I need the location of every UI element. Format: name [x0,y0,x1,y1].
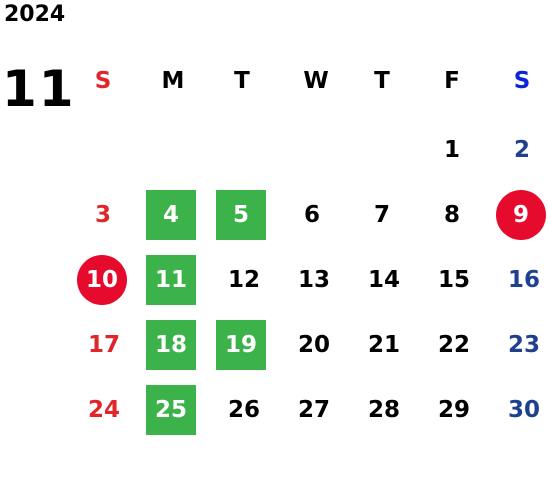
weekday-friday: F [444,68,460,94]
day-cell[interactable]: 21 [367,332,400,358]
day-cell[interactable]: 3 [94,202,111,228]
day-cell[interactable]: 24 [87,397,120,423]
day-cell[interactable]: 16 [507,267,540,293]
day-cell[interactable]: 22 [437,332,470,358]
day-cell[interactable]: 27 [297,397,330,423]
day-cell[interactable]: 23 [507,332,540,358]
day-cell-highlight-green[interactable]: 18 [146,320,196,370]
day-cell-highlight-red[interactable]: 9 [496,190,546,240]
day-cell[interactable]: 6 [303,202,320,228]
day-cell-highlight-red[interactable]: 10 [77,255,127,305]
day-cell[interactable]: 28 [367,397,400,423]
day-cell[interactable]: 30 [507,397,540,423]
day-cell[interactable]: 2 [513,137,530,163]
weekday-sunday: S [94,68,112,94]
weekday-tuesday: T [234,68,250,94]
day-cell[interactable]: 1 [443,137,460,163]
day-cell[interactable]: 15 [437,267,470,293]
day-cell[interactable]: 20 [297,332,330,358]
day-cell-highlight-green[interactable]: 5 [216,190,266,240]
day-cell[interactable]: 29 [437,397,470,423]
day-cell[interactable]: 8 [443,202,460,228]
weekday-monday: M [161,68,185,94]
day-cell-highlight-green[interactable]: 4 [146,190,196,240]
day-cell[interactable]: 12 [227,267,260,293]
day-cell-highlight-green[interactable]: 19 [216,320,266,370]
day-cell[interactable]: 26 [227,397,260,423]
day-cell-highlight-green[interactable]: 25 [146,385,196,435]
day-cell[interactable]: 17 [87,332,120,358]
day-cell[interactable]: 13 [297,267,330,293]
weekday-wednesday: W [303,68,329,94]
day-cell[interactable]: 14 [367,267,400,293]
day-cell[interactable]: 7 [373,202,390,228]
weekday-saturday: S [513,68,531,94]
day-cell-highlight-green[interactable]: 11 [146,255,196,305]
month-number: 11 [2,60,76,118]
year-label: 2024 [4,2,66,27]
weekday-thursday: T [374,68,390,94]
